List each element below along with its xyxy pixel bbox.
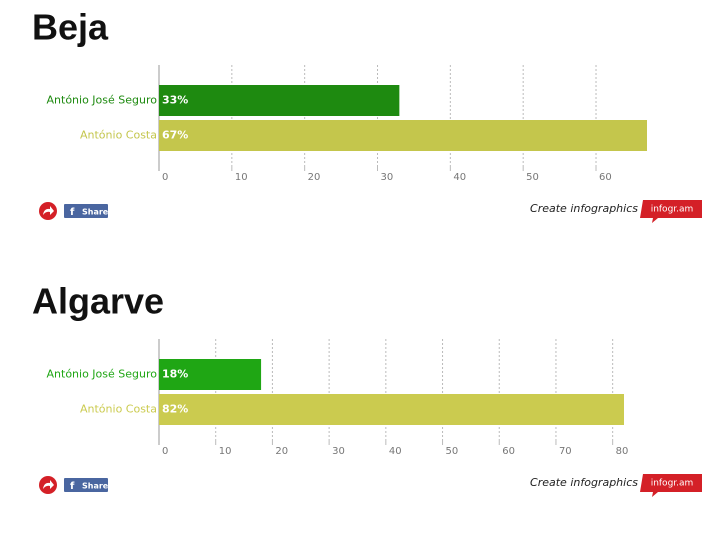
category-label: António José Seguro [47,368,158,381]
x-tick-label: 70 [559,446,572,457]
x-tick-label: 10 [235,172,248,183]
share-button[interactable] [64,204,108,218]
x-tick-label: 30 [381,172,394,183]
x-tick-label: 60 [599,172,612,183]
share-arrow [43,206,54,215]
chart-title: Beja [32,7,109,48]
x-tick-label: 0 [162,172,168,183]
x-tick-label: 60 [502,446,515,457]
bar [159,359,262,390]
chart-title: Algarve [32,281,164,322]
category-label: António Costa [80,129,157,142]
fb-f: f [70,481,75,492]
bar [159,120,647,151]
brand-text: infogr.am [651,205,694,215]
value-label: 18% [162,368,188,381]
category-label: António Costa [80,403,157,416]
x-tick-label: 50 [526,172,539,183]
share-button[interactable] [64,478,108,492]
bar [159,394,624,425]
share-text: Share [82,208,109,217]
x-tick-label: 50 [446,446,459,457]
x-tick-label: 40 [389,446,402,457]
brand-badge[interactable] [640,200,702,223]
share-text: Share [82,482,109,491]
brand-text: infogr.am [651,479,694,489]
value-label: 67% [162,129,188,142]
x-tick-label: 40 [453,172,466,183]
bar [159,85,400,116]
x-tick-label: 20 [275,446,288,457]
x-tick-label: 30 [332,446,345,457]
create-text[interactable]: Create infographics [530,476,638,489]
x-tick-label: 80 [616,446,629,457]
create-text[interactable]: Create infographics [530,202,638,215]
x-tick-label: 0 [162,446,168,457]
share-arrow [43,480,54,489]
category-label: António José Seguro [47,94,158,107]
x-tick-label: 10 [219,446,232,457]
value-label: 33% [162,94,188,107]
fb-f: f [70,207,75,218]
brand-badge[interactable] [640,474,702,497]
x-tick-label: 20 [308,172,321,183]
value-label: 82% [162,403,188,416]
